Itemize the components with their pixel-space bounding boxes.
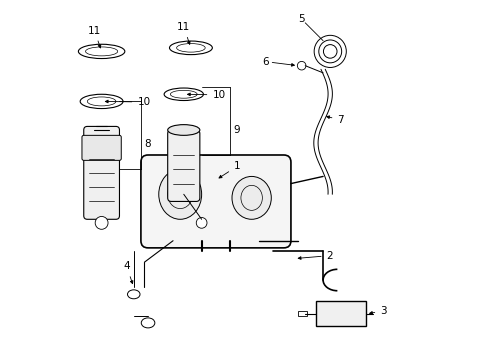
Text: 9: 9 <box>233 125 240 135</box>
FancyBboxPatch shape <box>141 155 290 248</box>
Text: 8: 8 <box>144 139 151 149</box>
Text: 3: 3 <box>369 306 386 316</box>
Ellipse shape <box>159 169 201 219</box>
Circle shape <box>196 217 206 228</box>
Ellipse shape <box>231 176 271 219</box>
FancyBboxPatch shape <box>82 135 121 160</box>
Text: 10: 10 <box>187 90 225 100</box>
Circle shape <box>297 62 305 70</box>
Ellipse shape <box>167 125 200 135</box>
Text: 2: 2 <box>298 251 333 261</box>
Circle shape <box>95 216 108 229</box>
Text: 11: 11 <box>88 26 101 48</box>
FancyBboxPatch shape <box>167 130 200 202</box>
Text: 10: 10 <box>105 97 150 107</box>
FancyBboxPatch shape <box>83 126 119 219</box>
Text: 6: 6 <box>262 57 268 67</box>
Text: 11: 11 <box>177 22 190 44</box>
Text: 5: 5 <box>298 14 304 24</box>
Bar <box>315 301 365 327</box>
Text: 4: 4 <box>123 261 133 284</box>
Text: 7: 7 <box>326 115 343 125</box>
Text: 1: 1 <box>219 161 240 178</box>
Bar <box>298 311 306 316</box>
